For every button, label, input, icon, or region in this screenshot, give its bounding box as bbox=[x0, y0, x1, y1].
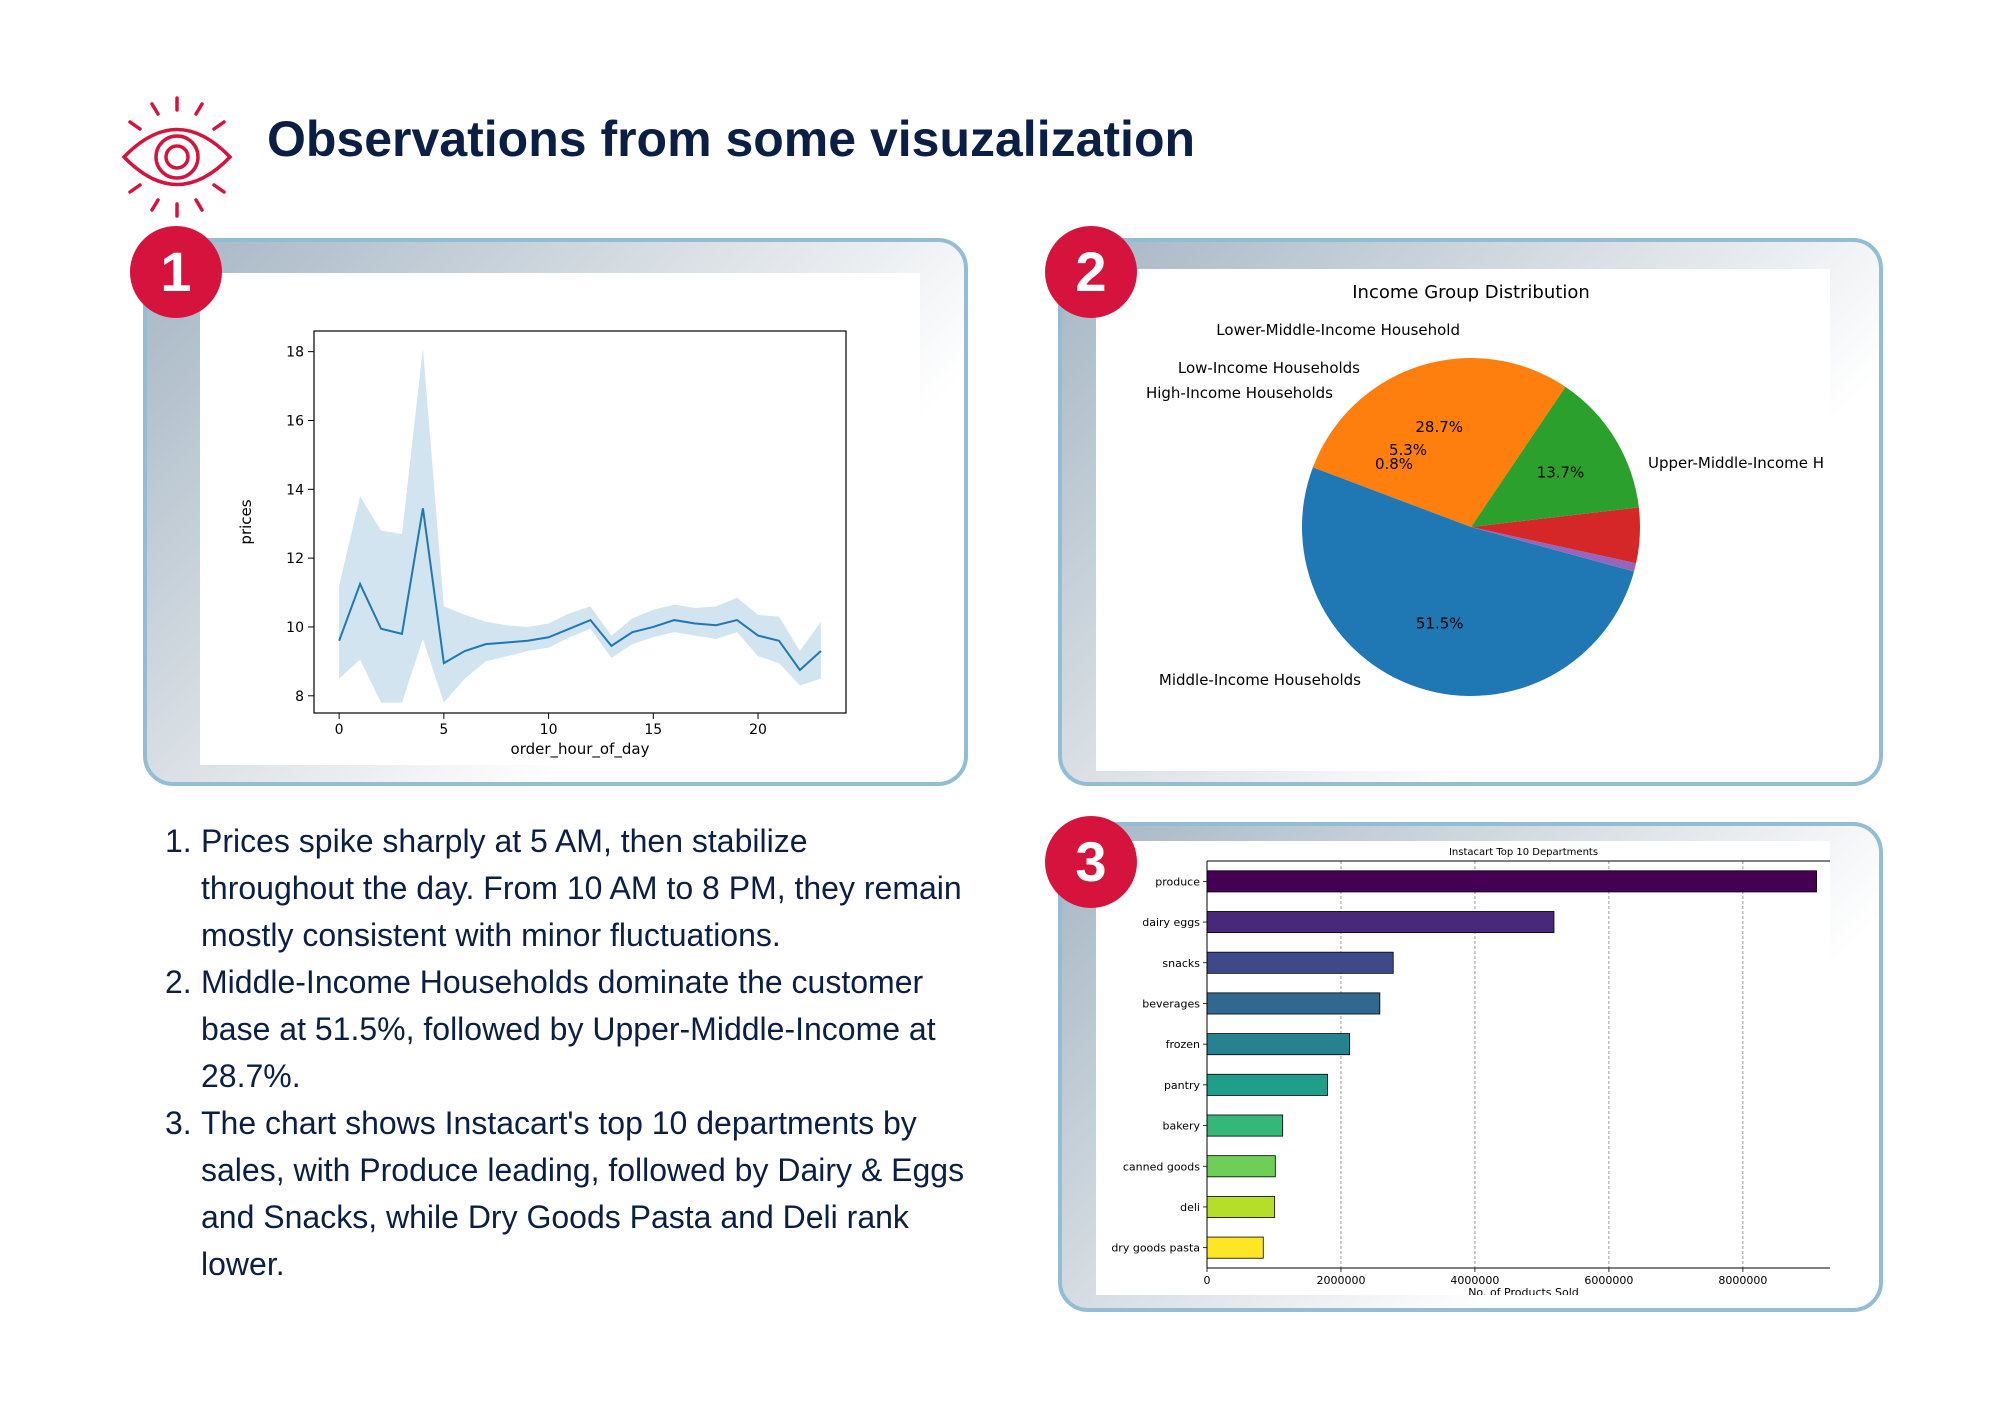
pie-slice-label: Lower-Middle-Income Household bbox=[1216, 321, 1460, 339]
y-tick-label: beverages bbox=[1142, 997, 1200, 1010]
pie-slice-label: Upper-Middle-Income H bbox=[1648, 454, 1824, 472]
pie-slice bbox=[1471, 386, 1639, 527]
panel-2-badge: 2 bbox=[1045, 226, 1137, 318]
y-axis-label: prices bbox=[237, 499, 255, 544]
bar-chart-title: Instacart Top 10 Departments bbox=[1449, 847, 1598, 858]
bar bbox=[1206, 911, 1555, 934]
x-tick-label: 20 bbox=[749, 722, 767, 738]
y-tick-label: 14 bbox=[286, 482, 304, 498]
price-line-chart: 0 5 10 15 20 8 10 12 14 16 18 order_hour_of_day pric… bbox=[237, 330, 847, 759]
panel-1: 0 5 10 15 20 8 10 12 14 16 18 order_hour_of_day pric… bbox=[143, 238, 968, 786]
x-tick-label: 6000000 bbox=[1584, 1274, 1633, 1287]
bar bbox=[1206, 992, 1381, 1015]
y-tick-label: canned goods bbox=[1123, 1160, 1200, 1173]
y-tick-label: dry goods pasta bbox=[1111, 1242, 1200, 1255]
panel-3: Instacart Top 10 Departments produce dairy… bbox=[1058, 822, 1883, 1312]
x-tick-label: 8000000 bbox=[1718, 1274, 1767, 1287]
pie-slice-label: Middle-Income Households bbox=[1159, 671, 1361, 689]
observation-item: 2. Middle-Income Households dominate the … bbox=[165, 964, 936, 1094]
y-tick-label: dairy eggs bbox=[1142, 916, 1200, 929]
pie-slice bbox=[1312, 357, 1566, 527]
y-tick-label: frozen bbox=[1166, 1038, 1200, 1051]
panel-2: Income Group Distribution 28.7% Upper-Midd… bbox=[1058, 238, 1883, 786]
bar bbox=[1206, 1155, 1276, 1178]
x-tick-label: 10 bbox=[540, 722, 558, 738]
x-axis-label: order_hour_of_day bbox=[511, 740, 650, 759]
plot-frame bbox=[313, 330, 847, 714]
y-tick-label: 10 bbox=[286, 620, 304, 636]
y-tick-label: pantry bbox=[1164, 1079, 1201, 1092]
pie-slice bbox=[1471, 507, 1640, 564]
bar bbox=[1206, 1195, 1276, 1218]
observations-list: 1. Prices spike sharply at 5 AM, then sta… bbox=[165, 818, 965, 1288]
y-tick-label: snacks bbox=[1162, 957, 1200, 970]
pie-slice bbox=[1302, 467, 1635, 696]
chart-2-canvas: Income Group Distribution 28.7% Upper-Midd… bbox=[1096, 269, 1830, 771]
income-pie-chart: Income Group Distribution 28.7% Upper-Midd… bbox=[1146, 282, 1824, 696]
pie-pct-label: 5.3% bbox=[1389, 441, 1427, 459]
pie-title: Income Group Distribution bbox=[1352, 282, 1590, 303]
x-tick-label: 4000000 bbox=[1450, 1274, 1499, 1287]
price-line bbox=[338, 508, 822, 672]
confidence-band bbox=[339, 348, 821, 703]
pie-pct-label: 51.5% bbox=[1416, 614, 1464, 632]
y-tick-label: produce bbox=[1155, 875, 1200, 888]
pie-slice-label: Low-Income Households bbox=[1178, 359, 1360, 377]
bar bbox=[1206, 870, 1817, 893]
y-tick-label: 12 bbox=[286, 551, 304, 567]
pie-pct-label: 28.7% bbox=[1415, 418, 1463, 436]
bar bbox=[1206, 1114, 1284, 1137]
chart-3-canvas: Instacart Top 10 Departments produce dairy… bbox=[1096, 841, 1830, 1295]
pie-pct-label: 0.8% bbox=[1375, 455, 1413, 473]
y-tick-label: bakery bbox=[1162, 1120, 1200, 1133]
bar bbox=[1206, 1033, 1351, 1056]
x-tick-label: 15 bbox=[644, 722, 662, 738]
pie-slice-label: High-Income Households bbox=[1146, 384, 1333, 402]
y-tick-label: 18 bbox=[286, 345, 304, 361]
bar bbox=[1206, 951, 1394, 974]
panel-3-badge: 3 bbox=[1045, 816, 1137, 908]
header: Observations from some visuzalization bbox=[112, 92, 1512, 222]
pie-pct-label: 13.7% bbox=[1537, 464, 1585, 482]
bar bbox=[1206, 1073, 1328, 1096]
y-tick-label: deli bbox=[1180, 1201, 1200, 1214]
observation-item: 1. Prices spike sharply at 5 AM, then sta… bbox=[165, 823, 962, 953]
x-tick-label: 0 bbox=[1204, 1274, 1211, 1287]
eye-icon bbox=[121, 96, 233, 218]
y-tick-label: 16 bbox=[286, 413, 304, 429]
observation-item: 3. The chart shows Instacart's top 10 dep… bbox=[165, 1105, 965, 1282]
x-tick-label: 2000000 bbox=[1316, 1274, 1365, 1287]
chart-1-canvas: 0 5 10 15 20 8 10 12 14 16 18 order_hour_of_day pric… bbox=[200, 273, 920, 765]
x-tick-label: 5 bbox=[439, 722, 448, 738]
bar bbox=[1206, 1236, 1264, 1259]
pie-slice bbox=[1471, 527, 1637, 572]
departments-bar-chart: Instacart Top 10 Departments produce dairy… bbox=[1111, 847, 1830, 1295]
panel-1-badge: 1 bbox=[130, 226, 222, 318]
y-tick-label: 8 bbox=[295, 689, 304, 705]
x-axis-label: No. of Products Sold bbox=[1468, 1286, 1579, 1295]
x-tick-label: 0 bbox=[335, 722, 344, 738]
page-title: Observations from some visuzalization bbox=[267, 111, 1196, 167]
